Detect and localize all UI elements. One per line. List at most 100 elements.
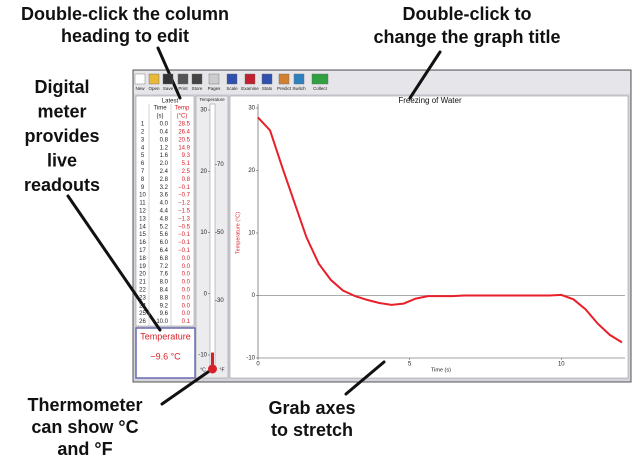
table-cell: 0.1 xyxy=(182,319,191,325)
toolbar-button[interactable]: Scale xyxy=(226,86,238,91)
toolbar-icon xyxy=(279,74,289,84)
table-cell: −0.1 xyxy=(178,248,191,254)
annotation: can show °C xyxy=(31,417,138,437)
table-cell: 25 xyxy=(139,311,146,317)
y-axis-label: Temperature (°C) xyxy=(235,212,241,254)
table-cell: 16 xyxy=(139,240,146,246)
toolbar-button[interactable]: Print xyxy=(178,86,188,91)
table-cell: 0.8 xyxy=(182,177,191,183)
table-title: Latest xyxy=(162,99,179,105)
table-cell: 1.6 xyxy=(160,153,169,159)
table-cell: 4.8 xyxy=(160,216,169,222)
table-cell: 5.2 xyxy=(160,224,169,230)
toolbar-icon xyxy=(245,74,255,84)
toolbar-button[interactable]: Collect xyxy=(313,86,328,91)
table-cell: 15 xyxy=(139,232,146,238)
celsius-tick-label: -10 xyxy=(198,353,207,359)
table-cell: 8.0 xyxy=(160,280,169,286)
table-cell: 0.0 xyxy=(160,122,169,128)
annotation: live xyxy=(47,150,77,170)
annotation: meter xyxy=(37,101,86,121)
annotation: provides xyxy=(24,126,99,146)
meter-label: Temperature xyxy=(140,331,191,341)
table-cell: 24 xyxy=(139,303,146,309)
table-cell: 23 xyxy=(139,295,146,301)
table-cell: 17 xyxy=(139,248,146,254)
y-tick-label: 20 xyxy=(248,168,255,174)
table-cell: 8.4 xyxy=(160,287,169,293)
toolbar-button[interactable]: Examine xyxy=(241,86,259,91)
annotation: and °F xyxy=(57,439,112,459)
table-cell: 0.0 xyxy=(182,264,191,270)
table-cell: 28.5 xyxy=(178,122,190,128)
y-tick-label: 10 xyxy=(248,231,255,237)
table-cell: 18 xyxy=(139,256,146,262)
fahrenheit-tick-label: 50 xyxy=(217,230,224,236)
graph-title[interactable]: Freezing of Water xyxy=(398,96,462,105)
fahrenheit-tick-label: 70 xyxy=(217,162,224,168)
table-cell: 6.8 xyxy=(160,256,169,262)
y-tick-label: 30 xyxy=(248,106,255,112)
screenshot: Double-click the columnheading to editDo… xyxy=(0,0,632,460)
celsius-tick-label: 20 xyxy=(200,169,207,175)
fahrenheit-tick-label: 30 xyxy=(217,298,224,304)
thermometer-tube xyxy=(210,104,215,366)
toolbar-icon xyxy=(192,74,202,84)
table-cell: 20 xyxy=(139,272,146,278)
meter-reading: −9.6 °C xyxy=(150,351,181,361)
table-cell: 20.5 xyxy=(178,137,190,143)
table-cell: 6.0 xyxy=(160,240,169,246)
table-cell: 0.0 xyxy=(182,295,191,301)
table-cell: 22 xyxy=(139,287,146,293)
column-heading[interactable]: (°C) xyxy=(177,114,188,120)
column-heading[interactable]: Temp xyxy=(175,106,190,112)
table-cell: 0.8 xyxy=(160,137,169,143)
table-cell: 4.0 xyxy=(160,201,169,207)
table-cell: 3.6 xyxy=(160,193,169,199)
toolbar-button[interactable]: Store xyxy=(192,86,203,91)
y-tick-label: -10 xyxy=(246,356,255,362)
table-cell: −1.5 xyxy=(178,208,191,214)
table-cell: 0.0 xyxy=(182,272,191,278)
table-cell: −0.1 xyxy=(178,240,191,246)
table-cell: −0.1 xyxy=(178,185,191,191)
table-cell: 9.3 xyxy=(182,153,191,159)
column-heading[interactable]: (s) xyxy=(157,114,164,120)
table-cell: 9.2 xyxy=(160,303,169,309)
celsius-unit[interactable]: °C xyxy=(200,367,206,373)
table-cell: 13 xyxy=(139,216,146,222)
table-cell: 26 xyxy=(139,319,146,325)
annotation: Double-click to xyxy=(402,4,531,24)
table-cell: 0.0 xyxy=(182,287,191,293)
table-cell: 6.4 xyxy=(160,248,169,254)
annotation: Digital xyxy=(34,77,89,97)
table-cell: 2.0 xyxy=(160,161,169,167)
toolbar-button[interactable]: Save xyxy=(163,86,174,91)
table-cell: 10.0 xyxy=(156,319,168,325)
toolbar-icon xyxy=(227,74,237,84)
toolbar-button[interactable]: New xyxy=(135,86,145,91)
table-cell: 10 xyxy=(139,193,146,199)
toolbar-icon xyxy=(163,74,173,84)
table-cell: 12 xyxy=(139,208,146,214)
fahrenheit-unit[interactable]: °F xyxy=(219,367,224,373)
thermometer-bulb xyxy=(208,365,217,374)
toolbar-button[interactable]: Switch xyxy=(292,86,306,91)
x-axis-label: Time (s) xyxy=(431,367,451,373)
column-heading[interactable]: Time xyxy=(153,106,167,112)
table-cell: −0.1 xyxy=(178,232,191,238)
toolbar-button[interactable]: Predict xyxy=(277,86,292,91)
toolbar-button[interactable]: Pages xyxy=(208,86,222,91)
table-cell: 14 xyxy=(139,224,146,230)
toolbar-button[interactable]: Open xyxy=(148,86,160,91)
toolbar-icon xyxy=(209,74,219,84)
table-cell: 9.6 xyxy=(160,311,169,317)
annotation: Double-click the column xyxy=(21,4,229,24)
table-cell: 5.6 xyxy=(160,232,169,238)
table-cell: 2.4 xyxy=(160,169,169,175)
toolbar-icon xyxy=(294,74,304,84)
table-cell: 0.0 xyxy=(182,256,191,262)
table-cell: 0.0 xyxy=(182,303,191,309)
table-cell: 0.0 xyxy=(182,311,191,317)
toolbar-button[interactable]: Stats xyxy=(262,86,273,91)
